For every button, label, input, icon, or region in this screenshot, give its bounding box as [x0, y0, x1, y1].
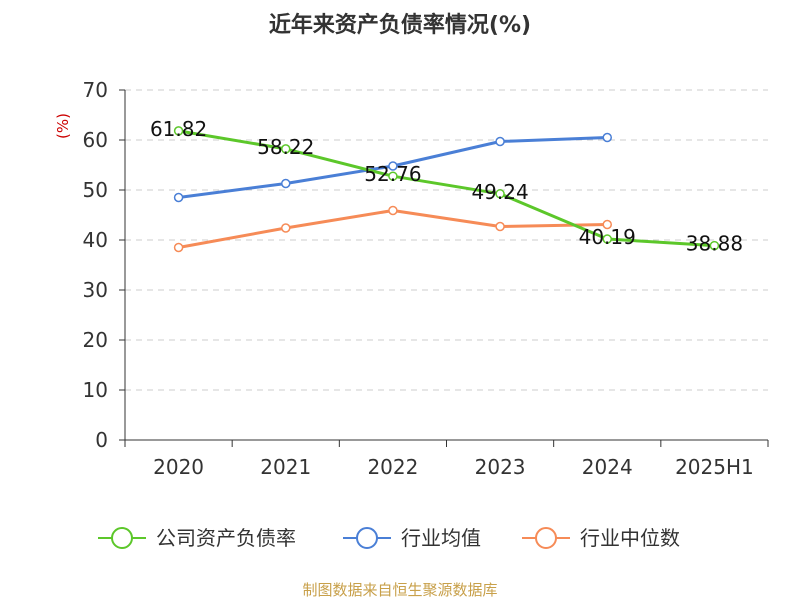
y-tick-label: 30 [83, 278, 108, 302]
y-tick-label: 0 [95, 428, 108, 452]
data-point [495, 136, 505, 147]
chart-title: 近年来资产负债率情况(%) [269, 12, 531, 38]
series-line [178, 209, 608, 249]
data-label: 40.19 [579, 225, 636, 249]
y-tick-label: 60 [83, 128, 108, 152]
x-tick-label: 2024 [582, 455, 633, 479]
series-group [173, 126, 720, 253]
data-point [173, 126, 184, 136]
y-tick-label: 50 [83, 178, 108, 202]
y-tick-label: 10 [83, 378, 108, 402]
data-label: 38.88 [686, 232, 743, 256]
data-label: 52.76 [364, 162, 421, 186]
data-point [495, 221, 505, 232]
y-axis-unit: (%) [54, 113, 72, 139]
data-point [281, 223, 291, 233]
data-point [281, 178, 291, 189]
data-point [388, 171, 398, 181]
data-label: 58.22 [257, 135, 314, 159]
data-label: 61.82 [150, 117, 207, 141]
data-point [709, 240, 720, 251]
legend[interactable]: 公司资产负债率 行业均值 行业中位数 [98, 526, 680, 550]
data-point [388, 161, 398, 171]
data-point [602, 234, 612, 244]
data-point [388, 205, 398, 216]
data-labels: 61.82 58.22 52.76 49.24 40.19 38.88 [150, 117, 743, 256]
data-point [281, 144, 291, 154]
x-tick-label: 2020 [153, 455, 204, 479]
y-tick-label: 20 [83, 328, 108, 352]
y-tick-label: 40 [83, 228, 108, 252]
legend-swatch-marker [535, 527, 557, 549]
data-point [173, 192, 184, 203]
x-tick-label: 2023 [475, 455, 526, 479]
data-point [495, 189, 505, 199]
data-point [173, 242, 184, 253]
data-label: 49.24 [471, 180, 528, 204]
data-point [602, 132, 612, 143]
x-tick-label: 2022 [367, 455, 418, 479]
legend-label: 公司资产负债率 [156, 526, 296, 550]
data-point [602, 219, 612, 230]
source-note: 制图数据来自恒生聚源数据库 [302, 581, 497, 599]
grid [125, 89, 768, 391]
legend-label: 行业中位数 [580, 526, 680, 550]
x-tick-label: 2021 [260, 455, 311, 479]
legend-item[interactable]: 行业中位数 [522, 526, 680, 550]
legend-item[interactable]: 行业均值 [343, 526, 481, 550]
y-tick-label: 70 [83, 78, 108, 102]
x-tick-label: 2025H1 [675, 455, 754, 479]
legend-item[interactable]: 公司资产负债率 [98, 526, 296, 550]
axes: 0 10 20 30 40 50 60 70 2020 2021 2022 2023 2024 2025H… [83, 78, 769, 479]
series-line [178, 129, 715, 248]
legend-swatch-marker [111, 527, 133, 549]
legend-label: 行业均值 [401, 526, 481, 550]
legend-swatch-marker [356, 527, 378, 549]
